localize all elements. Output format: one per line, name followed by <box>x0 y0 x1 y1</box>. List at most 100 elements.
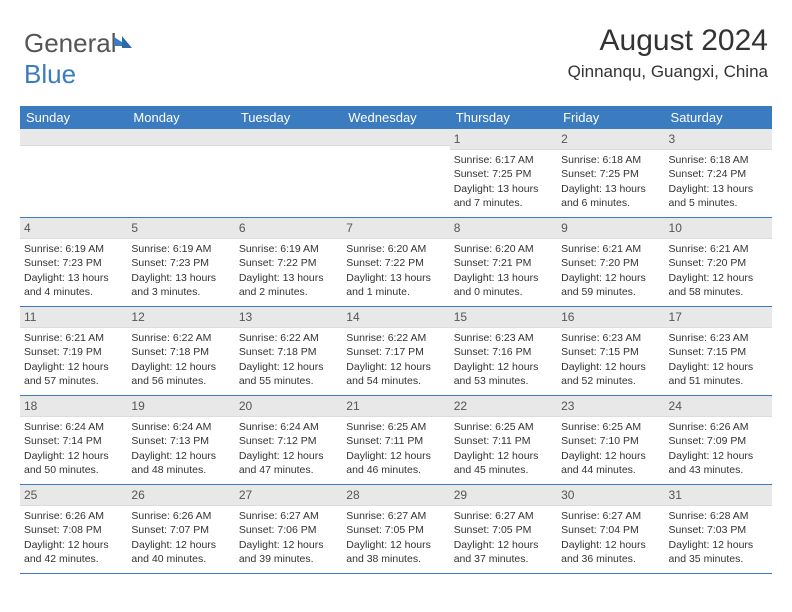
day-number: 30 <box>557 485 664 506</box>
week-row: 4Sunrise: 6:19 AMSunset: 7:23 PMDaylight… <box>20 218 772 307</box>
daylight-text: Daylight: 12 hours and 50 minutes. <box>24 449 123 477</box>
sunrise-text: Sunrise: 6:19 AM <box>239 242 338 256</box>
sunset-text: Sunset: 7:18 PM <box>131 345 230 359</box>
sunrise-text: Sunrise: 6:22 AM <box>346 331 445 345</box>
day-cell: 1Sunrise: 6:17 AMSunset: 7:25 PMDaylight… <box>450 129 557 217</box>
week-row: 25Sunrise: 6:26 AMSunset: 7:08 PMDayligh… <box>20 485 772 574</box>
daylight-text: Daylight: 12 hours and 37 minutes. <box>454 538 553 566</box>
sunrise-text: Sunrise: 6:23 AM <box>561 331 660 345</box>
sunrise-text: Sunrise: 6:23 AM <box>454 331 553 345</box>
sunset-text: Sunset: 7:14 PM <box>24 434 123 448</box>
day-number <box>235 129 342 146</box>
day-info: Sunrise: 6:27 AMSunset: 7:04 PMDaylight:… <box>557 506 664 572</box>
day-info: Sunrise: 6:27 AMSunset: 7:05 PMDaylight:… <box>450 506 557 572</box>
day-cell: 21Sunrise: 6:25 AMSunset: 7:11 PMDayligh… <box>342 396 449 484</box>
day-cell: 20Sunrise: 6:24 AMSunset: 7:12 PMDayligh… <box>235 396 342 484</box>
daylight-text: Daylight: 12 hours and 51 minutes. <box>669 360 768 388</box>
day-cell: 24Sunrise: 6:26 AMSunset: 7:09 PMDayligh… <box>665 396 772 484</box>
day-cell: 15Sunrise: 6:23 AMSunset: 7:16 PMDayligh… <box>450 307 557 395</box>
day-cell: 27Sunrise: 6:27 AMSunset: 7:06 PMDayligh… <box>235 485 342 573</box>
sunrise-text: Sunrise: 6:24 AM <box>239 420 338 434</box>
day-number: 31 <box>665 485 772 506</box>
week-row: 18Sunrise: 6:24 AMSunset: 7:14 PMDayligh… <box>20 396 772 485</box>
day-number: 19 <box>127 396 234 417</box>
daylight-text: Daylight: 12 hours and 42 minutes. <box>24 538 123 566</box>
sunset-text: Sunset: 7:10 PM <box>561 434 660 448</box>
sunrise-text: Sunrise: 6:26 AM <box>669 420 768 434</box>
day-cell: 9Sunrise: 6:21 AMSunset: 7:20 PMDaylight… <box>557 218 664 306</box>
daylight-text: Daylight: 12 hours and 47 minutes. <box>239 449 338 477</box>
day-cell: 11Sunrise: 6:21 AMSunset: 7:19 PMDayligh… <box>20 307 127 395</box>
day-cell <box>342 129 449 217</box>
day-info: Sunrise: 6:22 AMSunset: 7:18 PMDaylight:… <box>235 328 342 394</box>
day-info: Sunrise: 6:28 AMSunset: 7:03 PMDaylight:… <box>665 506 772 572</box>
day-info: Sunrise: 6:23 AMSunset: 7:15 PMDaylight:… <box>665 328 772 394</box>
sunset-text: Sunset: 7:11 PM <box>346 434 445 448</box>
sunrise-text: Sunrise: 6:19 AM <box>131 242 230 256</box>
logo-text-gray: General <box>24 28 117 58</box>
sunset-text: Sunset: 7:04 PM <box>561 523 660 537</box>
day-info: Sunrise: 6:21 AMSunset: 7:20 PMDaylight:… <box>557 239 664 305</box>
sunset-text: Sunset: 7:25 PM <box>454 167 553 181</box>
daylight-text: Daylight: 12 hours and 55 minutes. <box>239 360 338 388</box>
daylight-text: Daylight: 13 hours and 3 minutes. <box>131 271 230 299</box>
day-cell: 12Sunrise: 6:22 AMSunset: 7:18 PMDayligh… <box>127 307 234 395</box>
day-info: Sunrise: 6:18 AMSunset: 7:24 PMDaylight:… <box>665 150 772 216</box>
sunset-text: Sunset: 7:15 PM <box>669 345 768 359</box>
daylight-text: Daylight: 12 hours and 35 minutes. <box>669 538 768 566</box>
sunset-text: Sunset: 7:23 PM <box>24 256 123 270</box>
day-number: 20 <box>235 396 342 417</box>
daylight-text: Daylight: 12 hours and 40 minutes. <box>131 538 230 566</box>
day-info: Sunrise: 6:26 AMSunset: 7:08 PMDaylight:… <box>20 506 127 572</box>
sunrise-text: Sunrise: 6:24 AM <box>131 420 230 434</box>
day-cell: 22Sunrise: 6:25 AMSunset: 7:11 PMDayligh… <box>450 396 557 484</box>
day-cell: 8Sunrise: 6:20 AMSunset: 7:21 PMDaylight… <box>450 218 557 306</box>
day-number: 29 <box>450 485 557 506</box>
daylight-text: Daylight: 12 hours and 57 minutes. <box>24 360 123 388</box>
sunset-text: Sunset: 7:21 PM <box>454 256 553 270</box>
day-info: Sunrise: 6:24 AMSunset: 7:14 PMDaylight:… <box>20 417 127 483</box>
day-info: Sunrise: 6:20 AMSunset: 7:21 PMDaylight:… <box>450 239 557 305</box>
daylight-text: Daylight: 13 hours and 7 minutes. <box>454 182 553 210</box>
calendar: SundayMondayTuesdayWednesdayThursdayFrid… <box>20 106 772 574</box>
day-number: 4 <box>20 218 127 239</box>
day-cell: 3Sunrise: 6:18 AMSunset: 7:24 PMDaylight… <box>665 129 772 217</box>
daylight-text: Daylight: 12 hours and 53 minutes. <box>454 360 553 388</box>
title-block: August 2024 Qinnanqu, Guangxi, China <box>568 24 768 82</box>
sunrise-text: Sunrise: 6:21 AM <box>561 242 660 256</box>
daylight-text: Daylight: 12 hours and 48 minutes. <box>131 449 230 477</box>
daylight-text: Daylight: 12 hours and 43 minutes. <box>669 449 768 477</box>
sunset-text: Sunset: 7:05 PM <box>454 523 553 537</box>
day-number: 21 <box>342 396 449 417</box>
day-info: Sunrise: 6:21 AMSunset: 7:20 PMDaylight:… <box>665 239 772 305</box>
day-number: 3 <box>665 129 772 150</box>
sunset-text: Sunset: 7:05 PM <box>346 523 445 537</box>
sunrise-text: Sunrise: 6:27 AM <box>346 509 445 523</box>
daylight-text: Daylight: 13 hours and 4 minutes. <box>24 271 123 299</box>
daylight-text: Daylight: 12 hours and 45 minutes. <box>454 449 553 477</box>
day-info: Sunrise: 6:17 AMSunset: 7:25 PMDaylight:… <box>450 150 557 216</box>
daylight-text: Daylight: 13 hours and 1 minute. <box>346 271 445 299</box>
day-info: Sunrise: 6:27 AMSunset: 7:05 PMDaylight:… <box>342 506 449 572</box>
weekday-header: Sunday <box>20 106 127 129</box>
day-info: Sunrise: 6:25 AMSunset: 7:11 PMDaylight:… <box>342 417 449 483</box>
day-number: 25 <box>20 485 127 506</box>
day-number: 24 <box>665 396 772 417</box>
day-cell: 13Sunrise: 6:22 AMSunset: 7:18 PMDayligh… <box>235 307 342 395</box>
day-number: 5 <box>127 218 234 239</box>
sunrise-text: Sunrise: 6:25 AM <box>561 420 660 434</box>
sunset-text: Sunset: 7:07 PM <box>131 523 230 537</box>
day-cell: 4Sunrise: 6:19 AMSunset: 7:23 PMDaylight… <box>20 218 127 306</box>
day-info: Sunrise: 6:19 AMSunset: 7:23 PMDaylight:… <box>20 239 127 305</box>
page-title: August 2024 <box>568 24 768 58</box>
day-cell <box>127 129 234 217</box>
day-cell: 7Sunrise: 6:20 AMSunset: 7:22 PMDaylight… <box>342 218 449 306</box>
daylight-text: Daylight: 12 hours and 59 minutes. <box>561 271 660 299</box>
sunrise-text: Sunrise: 6:17 AM <box>454 153 553 167</box>
sunset-text: Sunset: 7:11 PM <box>454 434 553 448</box>
day-number: 28 <box>342 485 449 506</box>
day-info: Sunrise: 6:26 AMSunset: 7:09 PMDaylight:… <box>665 417 772 483</box>
sunrise-text: Sunrise: 6:20 AM <box>454 242 553 256</box>
day-number: 18 <box>20 396 127 417</box>
day-number <box>127 129 234 146</box>
